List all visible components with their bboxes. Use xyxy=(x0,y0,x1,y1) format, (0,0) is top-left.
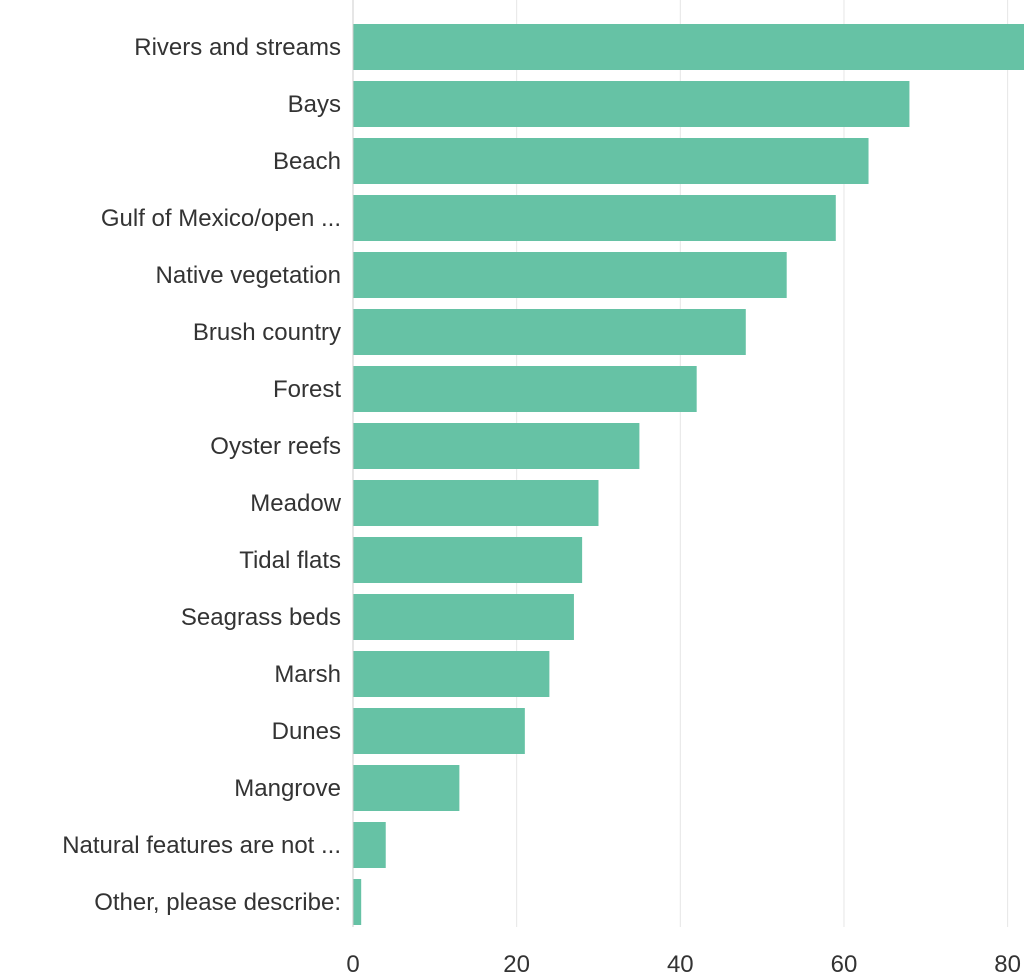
x-tick-label: 80 xyxy=(994,951,1021,978)
category-label: Bays xyxy=(288,91,341,118)
bar[interactable] xyxy=(353,651,550,697)
x-tick-label: 20 xyxy=(503,951,530,978)
bar[interactable] xyxy=(353,81,910,127)
category-label: Natural features are not ... xyxy=(62,832,341,859)
bar[interactable] xyxy=(353,765,460,811)
bar[interactable] xyxy=(353,480,599,526)
bar[interactable] xyxy=(353,309,746,355)
category-label: Meadow xyxy=(250,490,341,517)
category-labels: Rivers and streams Bays Beach Gulf of Mexic… xyxy=(62,34,341,916)
category-label: Other, please describe: xyxy=(94,889,341,916)
bar[interactable] xyxy=(353,195,836,241)
bar[interactable] xyxy=(353,138,869,184)
bar[interactable] xyxy=(353,252,787,298)
bar[interactable] xyxy=(353,423,640,469)
x-tick-label: 40 xyxy=(667,951,694,978)
category-label: Mangrove xyxy=(234,775,341,802)
category-label: Rivers and streams xyxy=(134,34,341,61)
bars xyxy=(353,24,1024,925)
bar[interactable] xyxy=(353,708,525,754)
category-label: Gulf of Mexico/open ... xyxy=(101,205,341,232)
bar[interactable] xyxy=(353,366,697,412)
category-label: Seagrass beds xyxy=(181,604,341,631)
category-label: Oyster reefs xyxy=(210,433,341,460)
category-label: Tidal flats xyxy=(239,547,341,574)
bar[interactable] xyxy=(353,879,362,925)
x-tick-label: 60 xyxy=(831,951,858,978)
category-label: Brush country xyxy=(193,319,341,346)
bar[interactable] xyxy=(353,537,583,583)
bar[interactable] xyxy=(353,594,574,640)
x-tick-labels: 0 20 40 60 80 xyxy=(346,951,1021,978)
bar[interactable] xyxy=(353,24,1024,70)
category-label: Native vegetation xyxy=(156,262,341,289)
category-label: Dunes xyxy=(272,718,341,745)
bar[interactable] xyxy=(353,822,386,868)
category-label: Beach xyxy=(273,148,341,175)
x-tick-label: 0 xyxy=(346,951,359,978)
category-label: Marsh xyxy=(274,661,341,688)
category-label: Forest xyxy=(273,376,341,403)
